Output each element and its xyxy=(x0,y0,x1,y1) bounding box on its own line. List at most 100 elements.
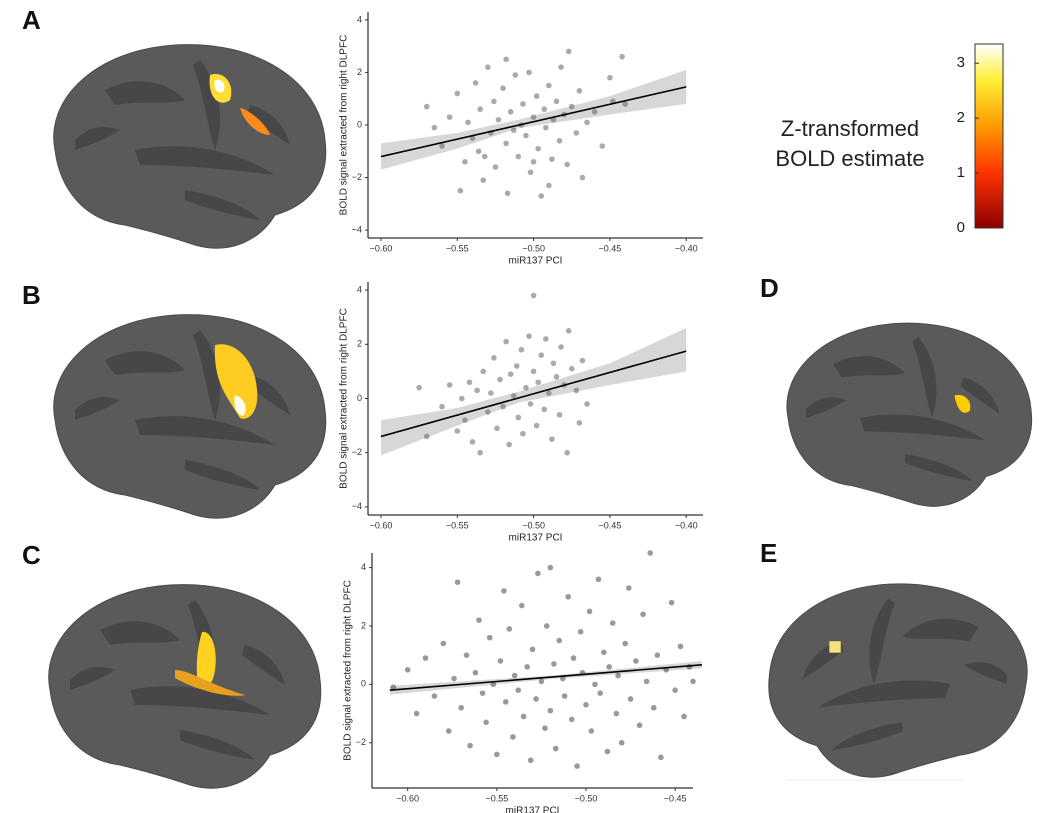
data-point xyxy=(514,363,520,369)
data-point xyxy=(546,82,552,89)
panel-label: E xyxy=(760,538,777,568)
data-point xyxy=(558,344,564,350)
data-point xyxy=(574,763,580,769)
data-point xyxy=(627,696,634,702)
data-point xyxy=(591,109,598,115)
data-point xyxy=(609,620,616,626)
data-point xyxy=(454,90,461,97)
x-tick-label: −0.50 xyxy=(522,520,545,530)
data-point xyxy=(543,623,550,629)
data-point xyxy=(556,637,563,644)
data-point xyxy=(475,148,482,155)
data-point xyxy=(477,106,483,113)
data-point xyxy=(506,441,512,448)
data-point xyxy=(622,640,629,647)
data-point xyxy=(454,428,461,434)
data-point xyxy=(416,384,422,391)
data-point xyxy=(479,690,486,696)
data-point xyxy=(511,672,518,679)
y-tick-label: −2 xyxy=(356,737,366,747)
data-point xyxy=(584,119,590,126)
data-point xyxy=(579,174,586,181)
data-point xyxy=(527,757,534,764)
colorbar-scale xyxy=(974,43,1004,229)
data-point xyxy=(457,187,464,194)
data-point xyxy=(527,169,534,176)
data-point xyxy=(483,719,489,726)
panel-label: B xyxy=(22,280,41,310)
panel-label: A xyxy=(22,5,41,35)
data-point xyxy=(446,114,453,120)
y-tick-label: −2 xyxy=(352,447,362,457)
data-point xyxy=(538,352,545,358)
x-tick-label: −0.50 xyxy=(522,243,545,253)
data-point xyxy=(490,681,497,688)
data-point xyxy=(530,114,537,120)
scatter-plot: −4 −2 0 2 4 −0.60 −0.55 −0.50 −0.45 −0.40 miR137 P… xyxy=(339,12,703,267)
x-tick-label: −0.55 xyxy=(446,243,469,253)
data-point xyxy=(565,327,572,334)
data-point xyxy=(643,678,650,685)
data-point xyxy=(681,713,687,720)
data-point xyxy=(601,649,607,656)
data-point xyxy=(565,48,572,55)
data-point xyxy=(504,190,511,197)
x-tick-label: −0.60 xyxy=(370,243,393,253)
data-point xyxy=(668,599,675,606)
data-point xyxy=(529,646,536,653)
data-point xyxy=(446,382,453,388)
data-point xyxy=(451,675,457,682)
data-point xyxy=(472,80,479,86)
y-tick-label: 4 xyxy=(357,285,362,295)
data-point xyxy=(541,106,548,113)
data-point xyxy=(579,357,586,364)
data-point xyxy=(583,702,589,708)
data-point xyxy=(547,564,554,571)
data-point xyxy=(586,608,593,615)
data-point xyxy=(485,64,491,70)
y-tick-label: 4 xyxy=(357,14,362,24)
confidence-band xyxy=(380,328,687,456)
x-axis-label: miR137 PCI xyxy=(509,256,563,267)
y-tick-label: 2 xyxy=(357,339,362,349)
brain-a xyxy=(53,44,327,249)
data-point xyxy=(474,387,480,394)
data-point xyxy=(568,716,575,723)
data-point xyxy=(510,127,517,134)
data-point xyxy=(413,710,420,717)
data-point xyxy=(650,704,657,711)
data-point xyxy=(533,696,539,702)
fit-line xyxy=(389,664,702,692)
colorbar-title: Z-transformed xyxy=(781,116,919,141)
data-point xyxy=(520,430,526,437)
data-point xyxy=(636,722,643,729)
data-point xyxy=(552,745,559,752)
data-point xyxy=(445,728,452,734)
data-point xyxy=(500,403,506,410)
data-point xyxy=(523,132,529,139)
data-point xyxy=(502,699,509,705)
data-point xyxy=(510,392,517,399)
data-point xyxy=(592,681,598,688)
data-point xyxy=(613,710,620,717)
y-tick-label: 0 xyxy=(357,119,362,129)
data-point xyxy=(546,390,552,396)
data-point xyxy=(561,693,568,699)
data-point xyxy=(520,101,526,107)
data-point xyxy=(404,666,411,673)
data-point xyxy=(481,153,488,160)
data-point xyxy=(467,742,473,749)
data-point xyxy=(466,379,473,386)
data-point xyxy=(541,406,548,413)
data-point xyxy=(626,585,632,591)
data-point xyxy=(512,72,519,78)
data-point xyxy=(459,395,465,402)
y-tick-label: 2 xyxy=(361,620,366,630)
data-point xyxy=(553,98,560,105)
data-point xyxy=(462,158,468,165)
data-point xyxy=(570,655,577,661)
data-point xyxy=(492,164,499,170)
data-point xyxy=(510,734,516,740)
data-point xyxy=(553,374,560,380)
